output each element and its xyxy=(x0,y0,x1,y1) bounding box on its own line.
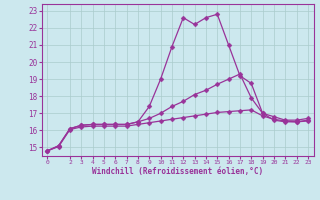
X-axis label: Windchill (Refroidissement éolien,°C): Windchill (Refroidissement éolien,°C) xyxy=(92,167,263,176)
